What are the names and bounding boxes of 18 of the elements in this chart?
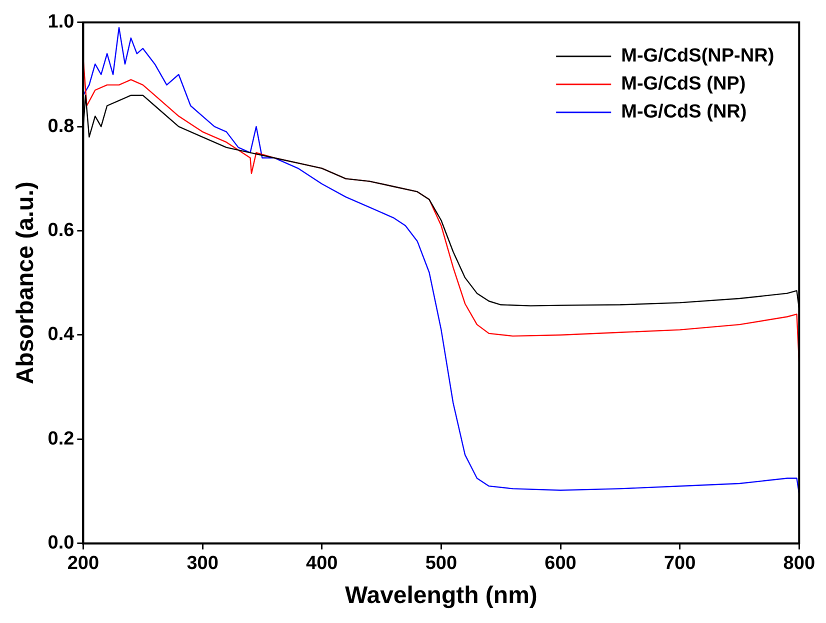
x-tick-label: 600 bbox=[544, 553, 576, 574]
legend-label: M-G/CdS (NP) bbox=[621, 74, 746, 95]
y-tick-label: 0.6 bbox=[48, 220, 74, 242]
legend-label: M-G/CdS (NR) bbox=[621, 102, 747, 123]
y-tick-label: 1.0 bbox=[48, 12, 74, 33]
x-tick-label: 800 bbox=[783, 553, 815, 574]
x-tick-label: 700 bbox=[664, 553, 696, 574]
y-axis-title: Absorbance (a.u.) bbox=[12, 182, 40, 384]
y-tick-label: 0.4 bbox=[48, 324, 75, 346]
y-tick-label: 0.8 bbox=[48, 116, 74, 137]
legend-label: M-G/CdS(NP-NR) bbox=[621, 46, 774, 67]
y-tick-label: 0.0 bbox=[48, 532, 74, 554]
x-tick-label: 500 bbox=[425, 553, 458, 574]
x-axis-title: Wavelength (nm) bbox=[344, 582, 538, 610]
x-tick-label: 400 bbox=[306, 553, 338, 574]
y-tick-label: 0.2 bbox=[48, 428, 74, 450]
x-tick-label: 200 bbox=[67, 553, 100, 574]
x-tick-label: 300 bbox=[186, 553, 218, 574]
